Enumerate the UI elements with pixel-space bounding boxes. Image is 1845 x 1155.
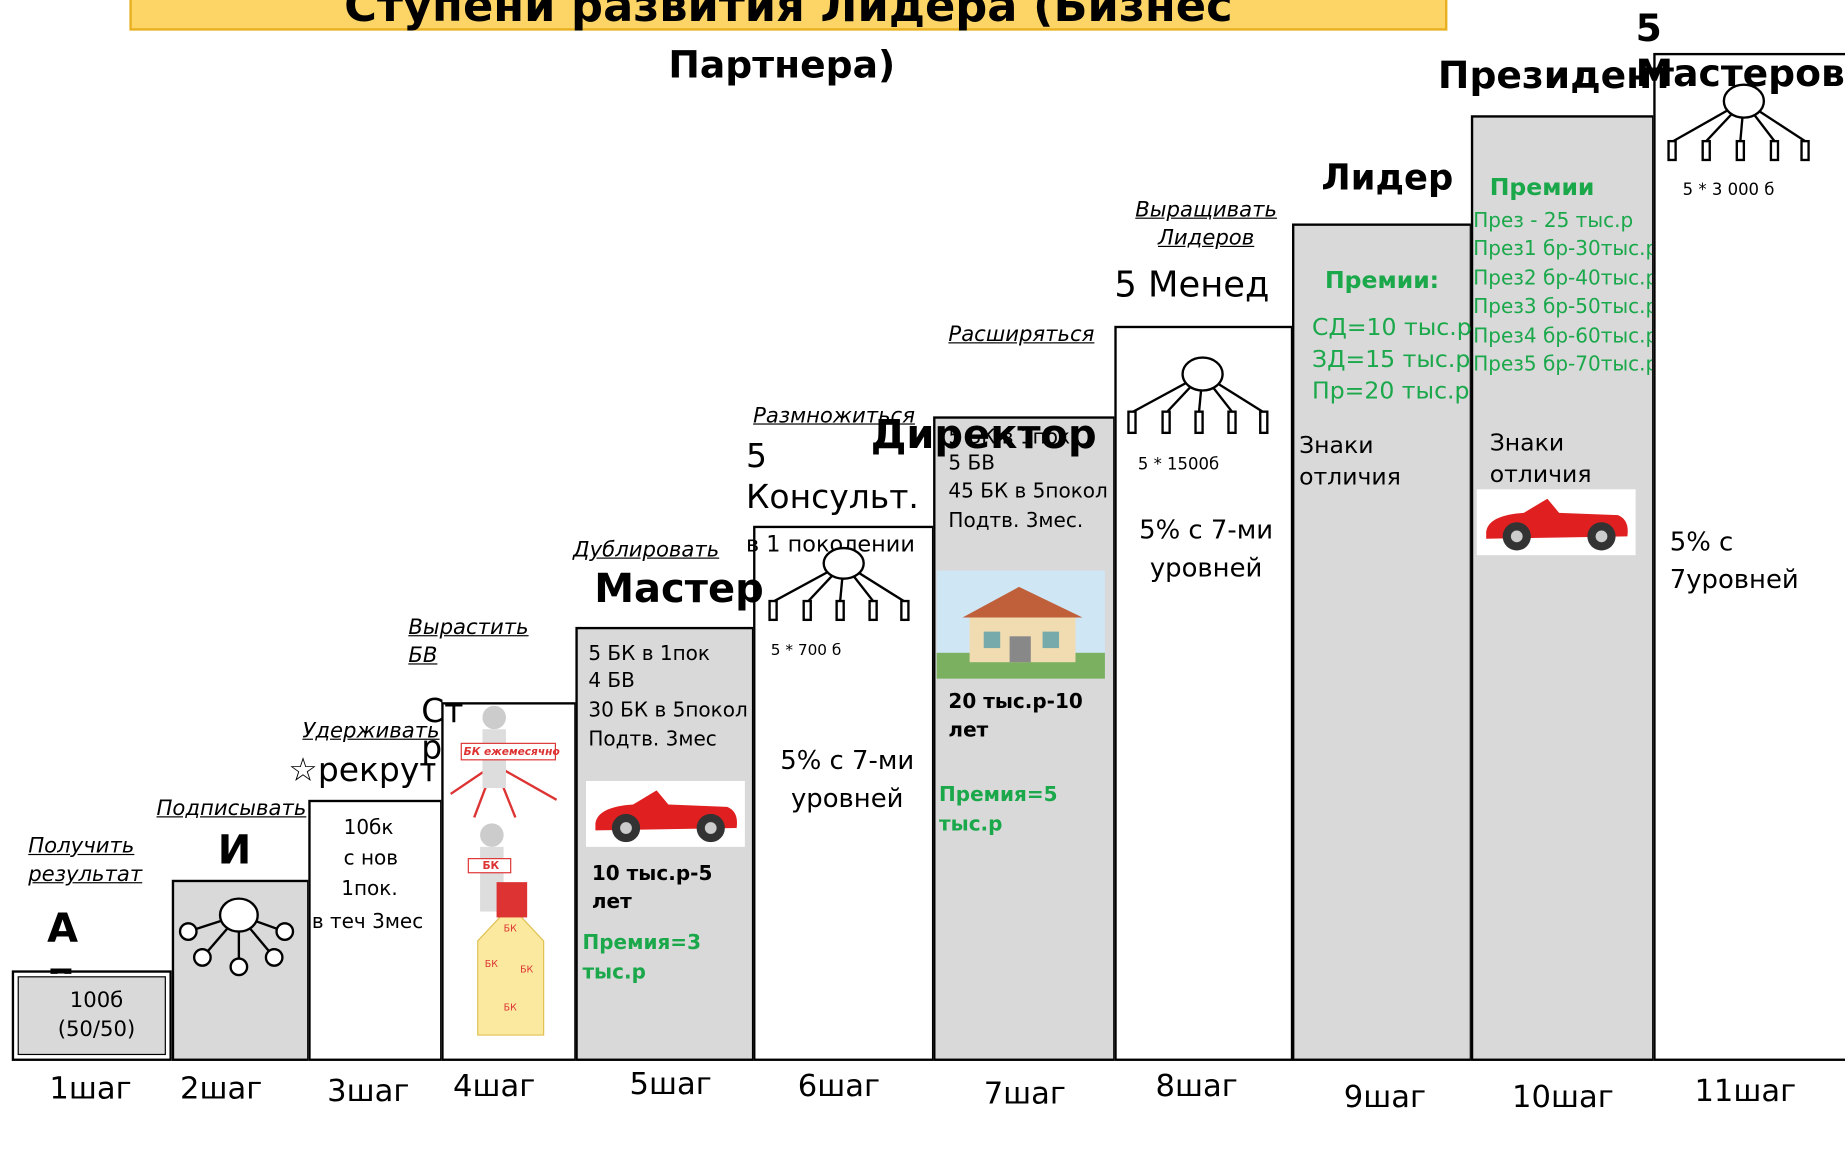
role: И (218, 827, 251, 875)
verb: Расширяться (948, 321, 1089, 350)
bonus-line: През5 бр-70тыс.р (1473, 351, 1652, 380)
label: БК ежемесячно (464, 747, 560, 760)
verb: Получить результат (28, 833, 141, 890)
role: 5 Мастеров (1636, 6, 1845, 96)
label: БК (485, 959, 498, 970)
label: БК (482, 861, 499, 874)
step-label: 3шаг (327, 1070, 395, 1113)
points: 5 * 700 б (771, 642, 842, 660)
role: Президент (1438, 53, 1638, 98)
detail: Подтв. 3мес. (948, 509, 1083, 533)
bonus-line: СД=10 тыс.р (1312, 313, 1472, 341)
distinction: Знаки отличия (1299, 429, 1405, 493)
network-icon (1662, 85, 1815, 167)
detail: 4 БВ (588, 669, 635, 693)
title: Ступени развития Лидера (Бизнес (344, 0, 1232, 32)
detail: 5 БВ (948, 452, 995, 476)
step-label: 11шаг (1694, 1070, 1779, 1113)
verb: Выращивать Лидеров (1134, 196, 1278, 253)
detail: 30 БК в 5покол (588, 699, 747, 723)
role: 5 Менед (1114, 265, 1269, 307)
detail: 10бк (344, 816, 394, 840)
detail: 5 БК в 1пок (948, 426, 1070, 450)
step-label: 4шаг (453, 1066, 559, 1109)
step-box (1114, 326, 1293, 1061)
role: ☆рекрут (288, 750, 435, 802)
award: 10 тыс.р-5 лет (592, 861, 721, 917)
car-image (586, 781, 745, 847)
house-image (937, 570, 1105, 678)
bonus: Премия=5 тыс.р (939, 781, 1068, 839)
role: А п (47, 906, 94, 974)
step-label: 6шаг (798, 1066, 866, 1109)
bonus-line: През - 25 тыс.р (1473, 207, 1652, 236)
bonus-line: През2 бр-40тыс.р (1473, 264, 1652, 293)
title-line2: Партнера) (668, 42, 895, 87)
step-label: 1шаг (49, 1068, 117, 1111)
role: Лидер (1321, 156, 1433, 200)
detail: 1пок. (341, 877, 397, 901)
step-label: 8шаг (1156, 1066, 1224, 1109)
detail: 5 БК в 1пок (588, 642, 710, 666)
title-box: Ступени развития Лидера (Бизнес (129, 0, 1447, 31)
bonus: Премия=3 тыс.р (582, 929, 711, 987)
label: БК (504, 1002, 517, 1013)
percent: 5% с 7-ми уровней (1130, 513, 1283, 588)
slide: Ступени развития Лидера (Бизнес Партнера… (0, 0, 1845, 1155)
label: БК (520, 964, 533, 975)
points: 5 * 3 000 б (1683, 181, 1775, 201)
bonus-line: Пр=20 тыс.р (1312, 376, 1469, 404)
bonus-line: През1 бр-30тыс.р (1473, 236, 1652, 265)
network-icon (765, 547, 912, 623)
detail: с нов (344, 847, 398, 871)
network-icon (1124, 353, 1271, 435)
verb: Дублировать (573, 536, 761, 565)
bonus-title: Премии: (1325, 266, 1443, 294)
detail: в теч 3мес (312, 910, 423, 934)
bonus-list: През - 25 тыс.р През1 бр-30тыс.р През2 б… (1473, 207, 1652, 379)
label: БК (504, 923, 517, 934)
step-label: 5шаг (630, 1063, 698, 1106)
award: 20 тыс.р-10 лет (948, 689, 1095, 745)
bonus-line: През3 бр-50тыс.р (1473, 293, 1652, 322)
percent: 5% с 7-ми уровней (771, 743, 924, 818)
distinction: Знаки отличия (1490, 427, 1596, 491)
detail: 45 БК в 5покол (948, 480, 1107, 504)
step-label: 2шаг (180, 1068, 248, 1111)
percent: 5% с 7уровней (1670, 525, 1823, 600)
verb: Вырастить БВ (408, 614, 555, 671)
step-label: 9шаг (1344, 1076, 1412, 1119)
network-icon (177, 896, 306, 978)
points: 100б (50/50) (47, 986, 146, 1045)
bonus-title: Премии (1490, 173, 1595, 201)
step-label: 10шаг (1512, 1076, 1597, 1119)
verb: Подписывать (157, 795, 303, 824)
points: 5 * 1500б (1138, 455, 1219, 475)
bonus-line: ЗД=15 тыс.р (1312, 345, 1470, 373)
detail: Подтв. 3мес (588, 728, 716, 752)
bonus-line: През4 бр-60тыс.р (1473, 322, 1652, 351)
step-label: 7шаг (984, 1073, 1052, 1116)
role: Мастер (594, 568, 735, 612)
car-image (1477, 489, 1636, 555)
